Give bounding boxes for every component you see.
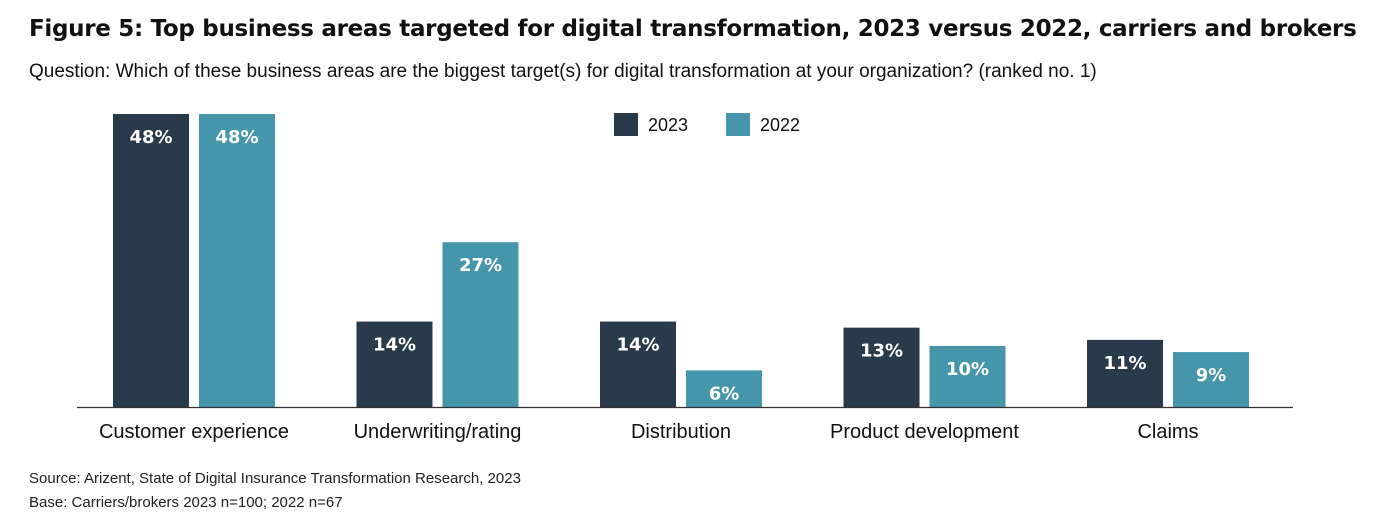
bar-2022-3	[929, 345, 1006, 407]
bar-2022-2	[686, 370, 762, 407]
bar-2023-1	[356, 321, 433, 407]
legend-swatch-2023	[614, 113, 638, 136]
data-label-2022-4: 9%	[1196, 365, 1227, 386]
data-label-2023-3: 13%	[860, 341, 903, 362]
bar-2023-4	[1087, 339, 1163, 407]
category-label-3: Product development	[830, 421, 1019, 443]
source-note: Source: Arizent, State of Digital Insura…	[29, 470, 521, 487]
data-label-2023-4: 11%	[1103, 353, 1146, 374]
legend-label-2022: 2022	[760, 115, 800, 135]
data-label-2022-3: 10%	[946, 359, 989, 380]
chart-subtitle: Question: Which of these business areas …	[29, 61, 1097, 82]
data-label-2022-2: 6%	[709, 383, 740, 404]
category-label-0: Customer experience	[99, 421, 289, 443]
bar-2022-0	[199, 114, 275, 407]
legend-swatch-2022	[726, 113, 750, 136]
bar-2023-3	[843, 327, 920, 407]
data-label-2023-0: 48%	[129, 127, 172, 148]
base-note: Base: Carriers/brokers 2023 n=100; 2022 …	[29, 494, 343, 511]
data-label-2023-1: 14%	[373, 335, 416, 356]
data-label-2022-0: 48%	[215, 127, 258, 148]
bar-2022-4	[1173, 352, 1249, 407]
bar-chart: 48% 48% Customer experience 14% 27% Underwrit…	[77, 113, 1293, 443]
bar-2023-0	[113, 114, 189, 407]
bar-2023-2	[600, 321, 676, 407]
data-label-2022-1: 27%	[459, 255, 502, 276]
category-label-4: Claims	[1137, 421, 1198, 443]
data-label-2023-2: 14%	[616, 335, 659, 356]
category-label-2: Distribution	[631, 421, 731, 443]
bar-2022-1	[442, 242, 519, 407]
chart-title: Figure 5: Top business areas targeted fo…	[29, 16, 1357, 42]
legend-label-2023: 2023	[648, 115, 688, 135]
category-label-1: Underwriting/rating	[354, 421, 522, 443]
